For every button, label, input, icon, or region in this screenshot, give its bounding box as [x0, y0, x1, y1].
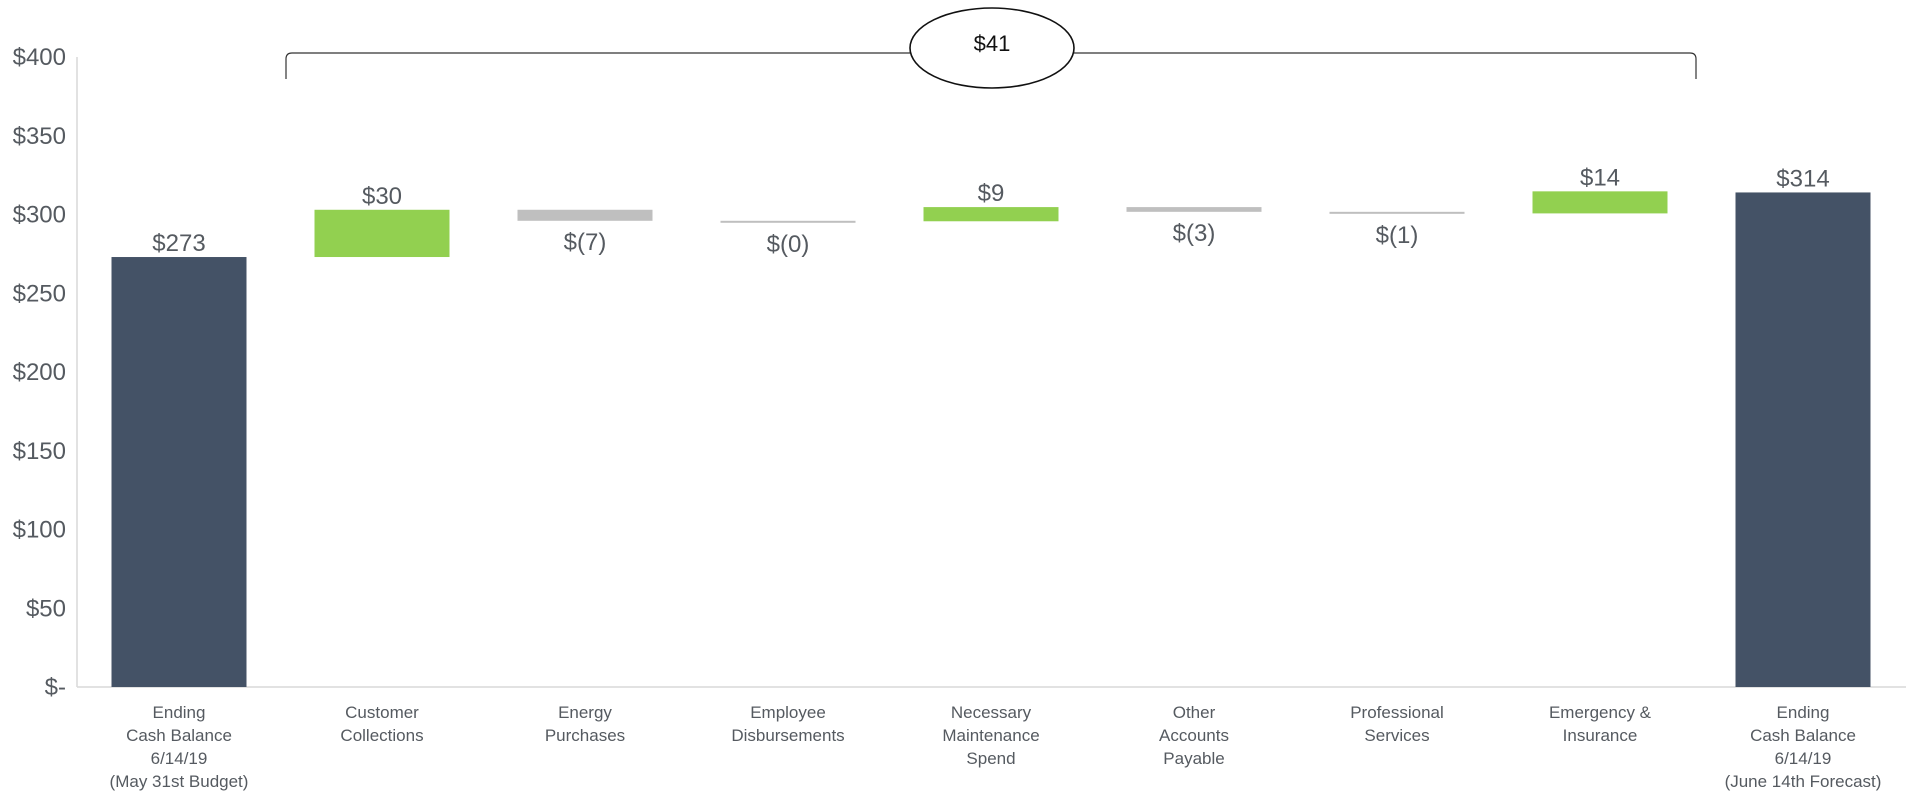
x-tick-label: Ending Cash Balance 6/14/19 (June 14th Fore…	[1725, 703, 1882, 791]
bar-value-label: $(7)	[564, 229, 607, 256]
y-axis: $- $50 $100 $150 $200 $250 $300 $350 $400	[13, 44, 1906, 701]
change-callout: $41	[285, 7, 1697, 89]
x-tick-label: Energy Purchases	[545, 703, 625, 745]
x-tick-label: Employee Disbursements	[731, 703, 844, 745]
bar-value-label: $314	[1776, 165, 1829, 192]
bar-value-label: $(0)	[767, 231, 810, 258]
y-tick-label: $-	[45, 674, 66, 701]
bar-decrease	[1329, 211, 1465, 214]
bars	[111, 191, 1871, 687]
bar-value-label: $14	[1580, 164, 1620, 191]
x-tick-label: Emergency & Insurance	[1549, 703, 1652, 745]
bar-increase	[314, 209, 450, 258]
x-tick-label: Necessary Maintenance Spend	[942, 703, 1039, 768]
x-tick-label: Other Accounts Payable	[1159, 703, 1229, 768]
y-tick-label: $400	[13, 44, 66, 71]
bar-increase	[923, 207, 1059, 222]
y-tick-label: $350	[13, 123, 66, 150]
bar-value-label: $30	[362, 183, 402, 210]
bar-value-label: $9	[978, 180, 1005, 207]
callout-ellipse	[909, 7, 1075, 89]
bar-decrease	[1126, 207, 1262, 212]
x-axis-labels: Ending Cash Balance 6/14/19 (May 31st Budge…	[110, 703, 1882, 791]
bar-decrease	[720, 220, 856, 223]
y-tick-label: $50	[26, 595, 66, 622]
bar-increase	[1532, 191, 1668, 214]
y-tick-label: $250	[13, 280, 66, 307]
y-tick-label: $100	[13, 517, 66, 544]
bar-decrease	[517, 209, 653, 221]
y-tick-label: $150	[13, 438, 66, 465]
bar-value-label: $(1)	[1376, 222, 1419, 249]
x-tick-label: Customer Collections	[340, 703, 423, 745]
x-tick-label: Professional Services	[1350, 703, 1444, 745]
bar-total	[111, 257, 247, 687]
bar-value-label: $273	[152, 230, 205, 257]
bar-value-label: $(3)	[1173, 220, 1216, 247]
x-tick-label: Ending Cash Balance 6/14/19 (May 31st Budge…	[110, 703, 249, 791]
y-tick-label: $300	[13, 202, 66, 229]
y-tick-label: $200	[13, 359, 66, 386]
callout-label: $41	[974, 31, 1011, 56]
bar-total	[1735, 192, 1871, 687]
value-labels: $273 $30 $(7) $(0) $9 $(3) $(1) $14 $314	[152, 164, 1829, 257]
